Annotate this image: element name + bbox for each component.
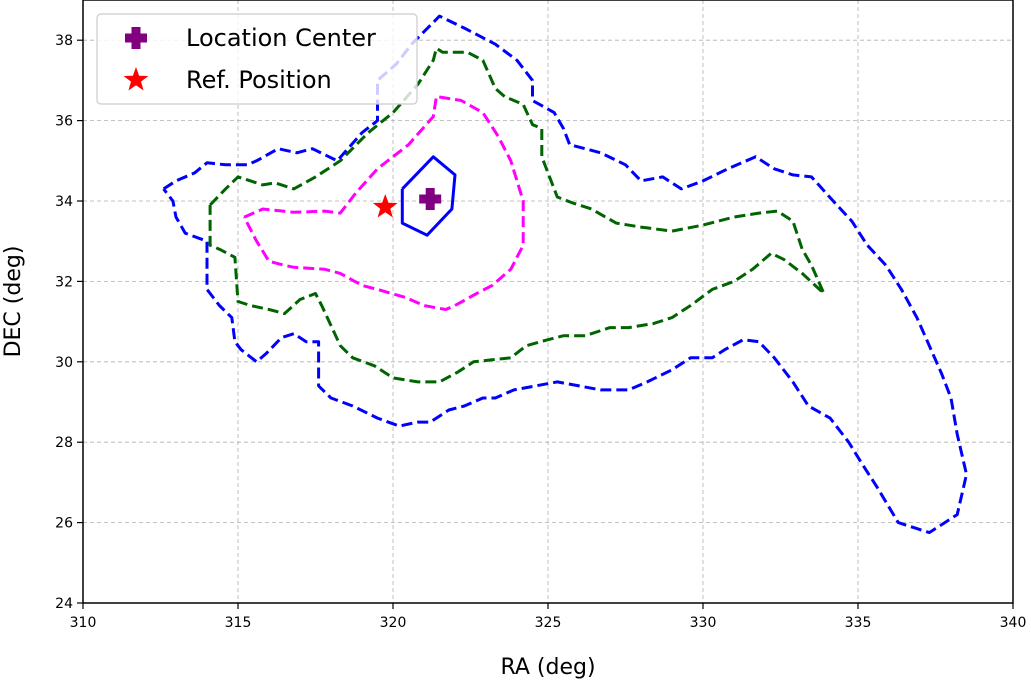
legend: Location Center Ref. Position xyxy=(96,13,418,105)
x-tick-label: 315 xyxy=(225,615,252,631)
x-tick-label: 340 xyxy=(1000,615,1027,631)
x-tick-label: 335 xyxy=(845,615,872,631)
y-tick-label: 30 xyxy=(55,355,73,371)
legend-label-2: Ref. Position xyxy=(186,66,332,94)
x-tick-label: 320 xyxy=(380,615,407,631)
contour-2 xyxy=(242,95,525,311)
contours xyxy=(162,14,968,535)
legend-marker-1 xyxy=(125,27,147,49)
ticks: 310 315 320 325 330 335 340 24 26 28 30 32 34 36 38 xyxy=(55,33,1026,631)
ref-position-marker xyxy=(372,194,398,218)
x-tick-label: 325 xyxy=(535,615,562,631)
y-tick-label: 26 xyxy=(55,516,73,532)
y-tick-label: 32 xyxy=(55,274,73,290)
y-tick-label: 34 xyxy=(55,194,73,210)
y-axis-label: DEC (deg) xyxy=(1,246,26,358)
markers xyxy=(372,187,442,218)
y-tick-label: 36 xyxy=(55,114,73,130)
contour-4 xyxy=(162,14,968,535)
y-tick-label: 24 xyxy=(55,596,73,612)
y-tick-label: 28 xyxy=(55,435,73,451)
legend-box xyxy=(96,13,418,105)
x-axis-label: RA (deg) xyxy=(500,655,595,680)
contour-1 xyxy=(400,155,457,237)
contour-3 xyxy=(208,46,826,384)
legend-marker-2 xyxy=(123,67,149,91)
y-tick-label: 38 xyxy=(55,33,73,49)
location-center-marker xyxy=(419,187,442,210)
x-tick-label: 310 xyxy=(70,615,97,631)
x-tick-label: 330 xyxy=(690,615,717,631)
legend-label-1: Location Center xyxy=(186,24,376,52)
